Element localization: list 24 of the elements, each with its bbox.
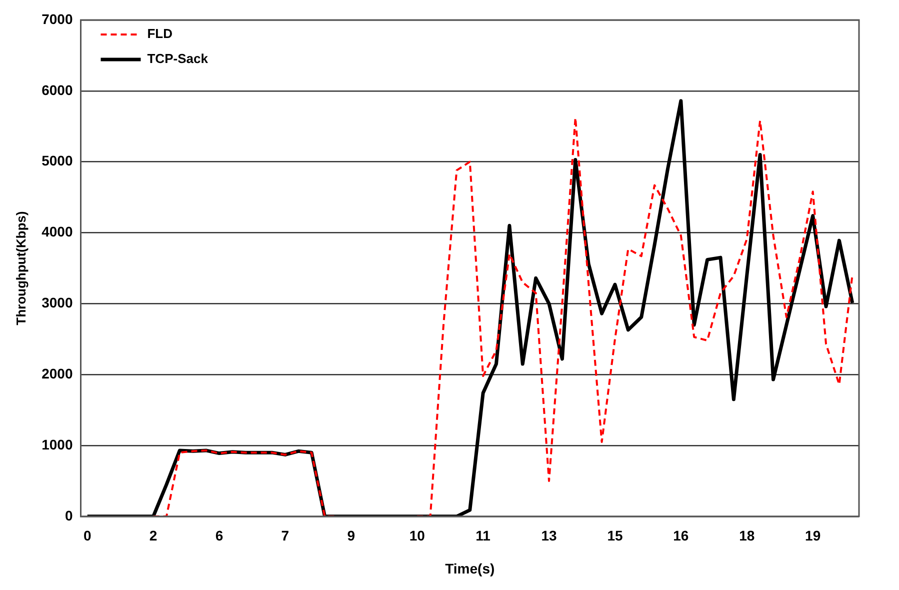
y-tick-label: 5000 — [42, 152, 73, 169]
x-tick-label: 19 — [805, 528, 821, 544]
x-tick-label: 10 — [409, 528, 426, 544]
y-tick-label: 3000 — [42, 294, 73, 311]
x-tick-label: 9 — [347, 528, 356, 544]
y-tick-label: 7000 — [42, 10, 73, 27]
x-tick-label: 18 — [739, 528, 755, 544]
y-tick-label: 6000 — [42, 82, 73, 98]
y-tick-label: 1000 — [42, 436, 73, 452]
x-axis-title: Time(s) — [445, 560, 495, 576]
y-axis-title: Throughput(Kbps) — [13, 211, 28, 326]
x-tick-label: 0 — [83, 528, 92, 544]
x-tick-label: 16 — [673, 528, 689, 544]
y-tick-label: 2000 — [42, 365, 73, 382]
legend-label: TCP-Sack — [147, 51, 209, 66]
x-tick-label: 11 — [476, 528, 491, 544]
x-tick-label: 7 — [281, 528, 290, 544]
y-tick-label: 0 — [64, 507, 73, 524]
legend-label: FLD — [147, 26, 173, 42]
x-tick-label: 15 — [607, 528, 623, 544]
y-tick-label: 4000 — [42, 224, 73, 240]
x-tick-label: 6 — [215, 528, 224, 544]
x-tick-label: 2 — [149, 528, 158, 544]
x-tick-label: 13 — [541, 528, 558, 544]
